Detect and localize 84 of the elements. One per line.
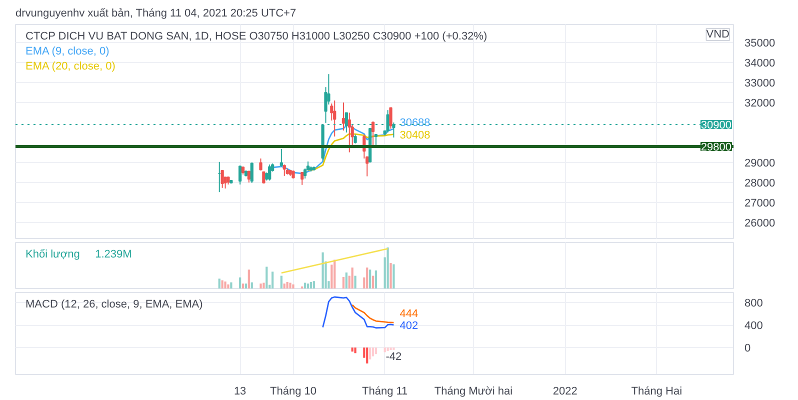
bar xyxy=(374,270,378,288)
y-tick-label: 400 xyxy=(744,320,763,332)
candlestick xyxy=(280,148,283,167)
bar xyxy=(272,272,274,288)
text: CTCP DICH VU BAT DONG SAN, 1D, HOSE O30750 H31000 L30250 C30900 +100 (+0.32%) xyxy=(26,30,488,42)
bar xyxy=(390,263,392,288)
bar xyxy=(218,278,220,288)
y-tick-label: 35000 xyxy=(744,38,776,50)
bar xyxy=(266,266,268,288)
bar xyxy=(242,284,244,288)
y-tick-label: 34000 xyxy=(744,58,776,70)
bar xyxy=(369,270,372,288)
y-tick-label: 26000 xyxy=(744,218,776,230)
line-series xyxy=(322,296,394,329)
text: MACD (12, 26, close, 9, EMA, EMA) xyxy=(26,298,203,310)
candlestick xyxy=(374,134,378,148)
data-label: 30408 xyxy=(400,129,430,142)
candlestick xyxy=(282,164,286,176)
annotation: 1.239M xyxy=(95,248,132,260)
x-tick-label: Tháng 10 xyxy=(270,386,316,398)
data-label: -42 xyxy=(386,350,402,363)
bar xyxy=(238,277,242,288)
bar xyxy=(392,264,395,288)
candlestick xyxy=(300,172,304,186)
candlestick xyxy=(250,162,254,184)
bar xyxy=(244,284,248,288)
x-tick-label: Tháng 11 xyxy=(362,386,408,398)
x-tick-label: Tháng Hai xyxy=(631,386,682,398)
line-series xyxy=(352,304,394,324)
chart-subtitle: drvunguyenhv xuất bản, Tháng 11 04, 2021 20:25 UTC+7 xyxy=(16,8,296,20)
candlestick xyxy=(259,158,262,171)
bar xyxy=(221,280,224,288)
bar xyxy=(289,282,292,288)
candlestick xyxy=(333,100,336,137)
bar xyxy=(286,282,288,288)
bar xyxy=(262,282,265,288)
bar xyxy=(306,284,310,288)
y-tick-label: 33000 xyxy=(744,78,776,90)
annotation: VND xyxy=(706,28,730,40)
text: EMA (20, close, 0) xyxy=(26,60,116,72)
data-label: 444 xyxy=(400,308,418,320)
bar xyxy=(304,282,306,288)
ref-line-label: 29800 xyxy=(700,142,732,154)
text: EMA (9, close, 0) xyxy=(26,46,110,58)
x-tick-label: 2022 xyxy=(552,386,578,398)
bar xyxy=(292,284,294,288)
y-tick-label: 32000 xyxy=(744,98,776,110)
bar xyxy=(248,270,250,288)
candlestick xyxy=(238,166,242,185)
x-tick-label: Tháng Mười hai xyxy=(434,386,513,398)
bar xyxy=(312,281,315,288)
data-label: 402 xyxy=(400,320,418,332)
x-tick-label: 13 xyxy=(234,386,246,398)
bar xyxy=(322,252,324,288)
text: Khối lượng xyxy=(26,248,80,260)
bar xyxy=(250,282,253,288)
candlestick xyxy=(268,164,272,181)
candlestick xyxy=(348,112,351,153)
bar xyxy=(372,276,374,288)
bar xyxy=(310,282,312,288)
candlestick xyxy=(389,107,392,130)
y-tick-label: 0 xyxy=(744,342,751,355)
candlestick xyxy=(220,170,224,188)
bar xyxy=(366,268,368,288)
bar xyxy=(342,277,345,288)
y-tick-label: 29000 xyxy=(744,158,776,170)
y-tick-label: 28000 xyxy=(744,178,776,190)
bar xyxy=(260,284,262,288)
candlestick xyxy=(342,102,346,131)
ref-line-label: 30900 xyxy=(700,120,732,132)
y-tick-label: 800 xyxy=(744,298,763,310)
bar xyxy=(345,272,348,288)
bar xyxy=(386,247,389,288)
bar xyxy=(283,284,286,288)
data-label: 30688 xyxy=(400,117,430,130)
bar xyxy=(227,284,230,288)
candlestick xyxy=(247,170,250,183)
bar xyxy=(280,276,282,288)
candlestick xyxy=(371,121,375,148)
bar xyxy=(354,276,356,288)
bar xyxy=(230,282,232,288)
bar xyxy=(224,282,226,288)
y-tick-label: 27000 xyxy=(744,198,776,210)
bar xyxy=(351,268,354,288)
